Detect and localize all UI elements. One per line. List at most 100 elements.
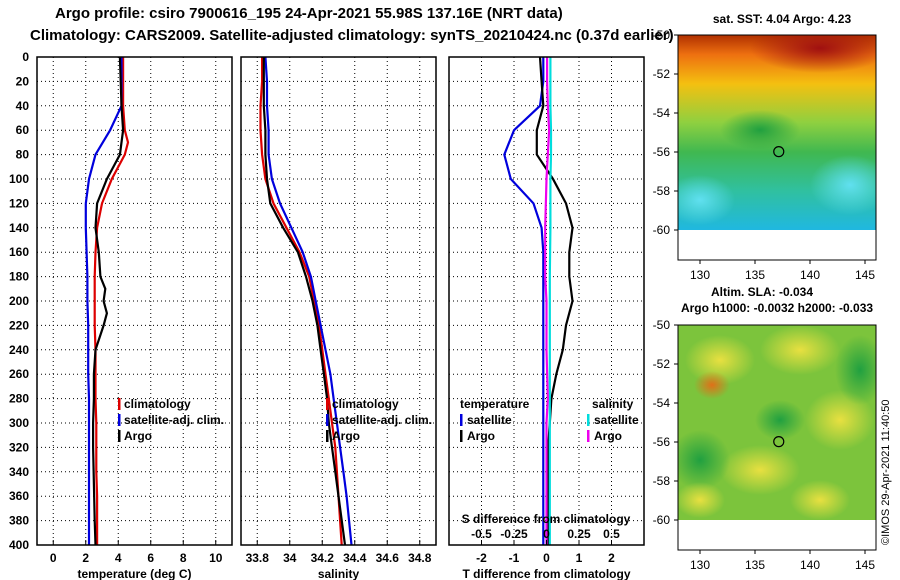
map-ytick-label-0--56: -56 <box>653 145 671 159</box>
xtick-label-1-33.8: 33.8 <box>246 551 270 565</box>
map-ytick-label-1--52: -52 <box>653 357 671 371</box>
legend-sal-swatch-1 <box>587 430 590 442</box>
ytick-label-380: 380 <box>9 514 29 528</box>
legend-swatch-0-2 <box>118 430 121 442</box>
xtick-label-0-0: 0 <box>50 551 57 565</box>
legend-sal-title: salinity <box>592 397 634 411</box>
map-xtick-label-0-130: 130 <box>690 268 710 282</box>
sla-map-subtitle: Argo h1000: -0.0032 h2000: -0.033 <box>681 301 873 315</box>
ytick-label-60: 60 <box>16 123 30 137</box>
argo-location-marker-0 <box>773 146 785 158</box>
map-ytick-label-0--58: -58 <box>653 184 671 198</box>
ytick-label-200: 200 <box>9 294 29 308</box>
series-2-3 <box>544 57 551 545</box>
xtick2-label-0: -0.5 <box>471 527 492 541</box>
legend-sal-swatch-0 <box>587 414 590 426</box>
xtick-label-1-34.4: 34.4 <box>343 551 367 565</box>
ytick-label-40: 40 <box>16 99 30 113</box>
legend-label-1-1: satellite-adj. clim. <box>332 413 432 427</box>
xtick-label-0-2: 2 <box>82 551 89 565</box>
map-ytick-label-0--52: -52 <box>653 67 671 81</box>
map-ytick-label-1--50: -50 <box>653 318 671 332</box>
legend-sal-label-0: satellite <box>594 413 639 427</box>
legend-swatch-1-0 <box>326 398 329 410</box>
sla-blob-5 <box>678 430 730 490</box>
series-2-2 <box>548 57 553 545</box>
series-0-0 <box>93 57 130 545</box>
xtick-label-0-4: 4 <box>115 551 122 565</box>
xtick-label-1-34.2: 34.2 <box>311 551 335 565</box>
series-2-1 <box>535 56 574 545</box>
sla-blob-0 <box>685 335 755 385</box>
sst-green-patch <box>720 110 800 150</box>
legend-label-0-0: climatology <box>124 397 191 411</box>
ytick-label-360: 360 <box>9 489 29 503</box>
title-line-2: Climatology: CARS2009. Satellite-adjuste… <box>30 27 674 44</box>
xtick2-label-3: 0.25 <box>567 527 591 541</box>
map-ytick-label-0--54: -54 <box>653 106 671 120</box>
series-0-1 <box>84 57 123 545</box>
ytick-label-240: 240 <box>9 343 29 357</box>
legend-label-0-1: satellite-adj. clim. <box>124 413 224 427</box>
sla-blob-7 <box>790 480 850 520</box>
ytick-label-0: 0 <box>22 50 29 64</box>
map-xtick-label-0-145: 145 <box>855 268 875 282</box>
plot-frame-1 <box>240 56 437 546</box>
xtick2-label-4: 0.5 <box>603 527 620 541</box>
plot-frame-0 <box>36 56 233 546</box>
series-2-0 <box>503 57 545 545</box>
title-line-1: Argo profile: csiro 7900616_195 24-Apr-2… <box>55 5 563 22</box>
sla-blob-6 <box>835 335 876 405</box>
map-xtick-label-1-140: 140 <box>800 558 820 572</box>
map-xtick-label-0-140: 140 <box>800 268 820 282</box>
xtick2-label-2: 0 <box>543 527 550 541</box>
ytick-label-220: 220 <box>9 318 29 332</box>
ytick-label-340: 340 <box>9 465 29 479</box>
ytick-label-320: 320 <box>9 440 29 454</box>
map-xtick-label-0-135: 135 <box>745 268 765 282</box>
map-image-1 <box>678 325 876 520</box>
legend-temp-label-0: satellite <box>467 413 512 427</box>
series-0-2 <box>91 56 125 546</box>
sla-blob-2 <box>760 325 840 375</box>
legend-temp-swatch-0 <box>460 414 463 426</box>
ytick-label-180: 180 <box>9 270 29 284</box>
xtick-label-2-1: 1 <box>576 551 583 565</box>
sst-cold-patch-1 <box>678 175 735 225</box>
ytick-label-260: 260 <box>9 367 29 381</box>
map-ytick-label-1--58: -58 <box>653 474 671 488</box>
xtick-label-0-8: 8 <box>180 551 187 565</box>
legend-label-1-2: Argo <box>332 429 360 443</box>
sst-warm-patch <box>750 35 876 73</box>
legend-swatch-1-2 <box>326 430 329 442</box>
map-ytick-label-0--50: -50 <box>653 28 671 42</box>
legend-sal-label-1: Argo <box>594 429 622 443</box>
legend-swatch-0-0 <box>118 398 121 410</box>
xaxis2-label: S difference from climatology <box>462 512 631 526</box>
xtick2-label-1: -0.25 <box>500 527 528 541</box>
legend-label-1-0: climatology <box>332 397 399 411</box>
sst-cold-patch-2 <box>810 155 876 215</box>
xtick-label-1-34.8: 34.8 <box>408 551 432 565</box>
ytick-label-280: 280 <box>9 392 29 406</box>
xtick-label-2-2: 2 <box>608 551 615 565</box>
ytick-label-400: 400 <box>9 538 29 552</box>
map-ytick-label-1--60: -60 <box>653 513 671 527</box>
legend-swatch-0-1 <box>118 414 121 426</box>
legend-temp-title: temperature <box>460 397 530 411</box>
sla-blob-8 <box>755 400 805 440</box>
sla-blob-3 <box>805 390 875 450</box>
sla-map-title: Altim. SLA: -0.034 <box>711 285 813 299</box>
map-frame-0 <box>677 34 877 261</box>
sla-blob-9 <box>678 482 725 518</box>
map-xtick-label-1-130: 130 <box>690 558 710 572</box>
xtick-label-0-6: 6 <box>147 551 154 565</box>
argo-location-marker-1 <box>773 436 785 448</box>
legend-temp-swatch-1 <box>460 430 463 442</box>
map-ytick-label-1--56: -56 <box>653 435 671 449</box>
ytick-label-140: 140 <box>9 221 29 235</box>
legend-temp-label-1: Argo <box>467 429 495 443</box>
series-1-0 <box>259 57 343 546</box>
sla-blob-4 <box>720 445 800 495</box>
